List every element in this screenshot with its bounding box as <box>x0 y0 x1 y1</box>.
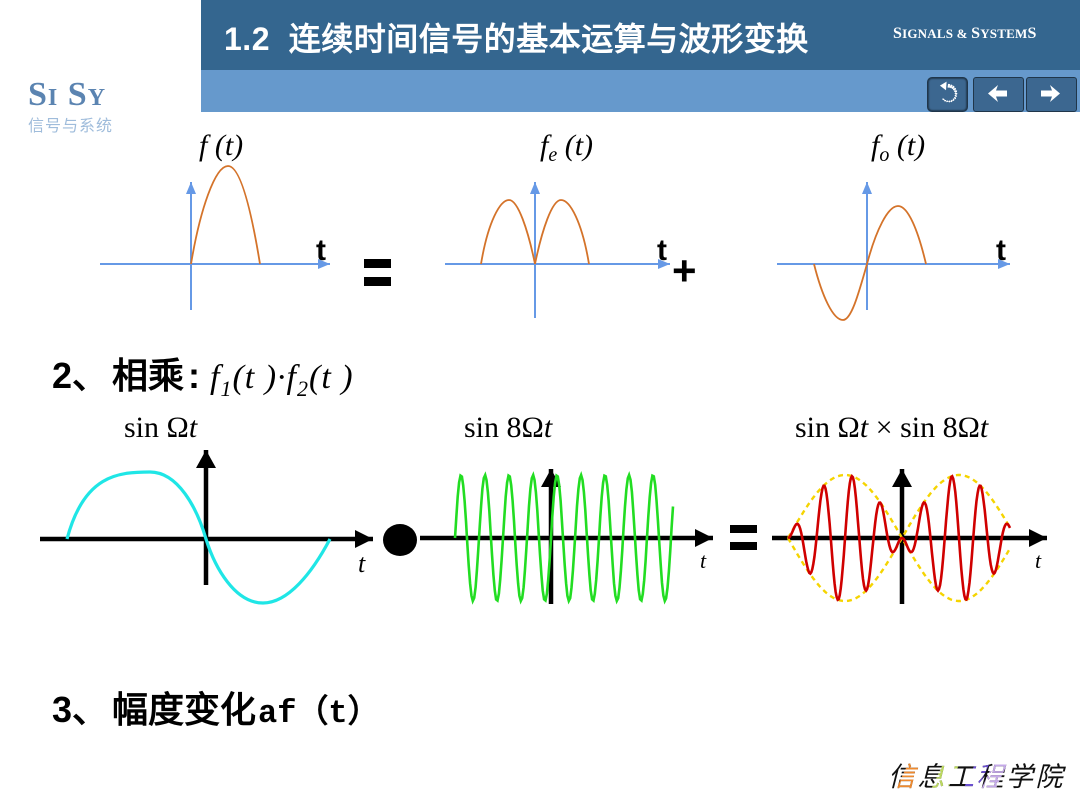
svg-text:fo (t): fo (t) <box>871 129 925 166</box>
svg-text:3、: 3、 <box>52 689 108 730</box>
svg-text:f (t): f (t) <box>199 129 243 162</box>
svg-text:幅度变化: 幅度变化 <box>112 689 256 730</box>
svg-text:sin Ωt × sin 8Ωt: sin Ωt × sin 8Ωt <box>795 411 989 444</box>
svg-text:t: t <box>996 234 1006 267</box>
svg-text:sin Ωt: sin Ωt <box>124 411 198 444</box>
svg-text::: : <box>188 355 200 396</box>
svg-text:+: + <box>672 247 697 294</box>
svg-text:t: t <box>316 234 326 267</box>
svg-text:相乘: 相乘 <box>112 355 184 396</box>
svg-text:af（t）: af（t） <box>258 693 380 732</box>
svg-text:t: t <box>358 549 366 578</box>
svg-text:sin 8Ωt: sin 8Ωt <box>464 411 553 444</box>
svg-text:2、: 2、 <box>52 355 108 396</box>
svg-text:t: t <box>657 234 667 267</box>
svg-text:t: t <box>1035 548 1042 573</box>
svg-text:f1(t )·f2(t ): f1(t )·f2(t ) <box>210 359 354 401</box>
svg-text:fe (t): fe (t) <box>540 129 593 166</box>
svg-text:t: t <box>700 548 707 573</box>
